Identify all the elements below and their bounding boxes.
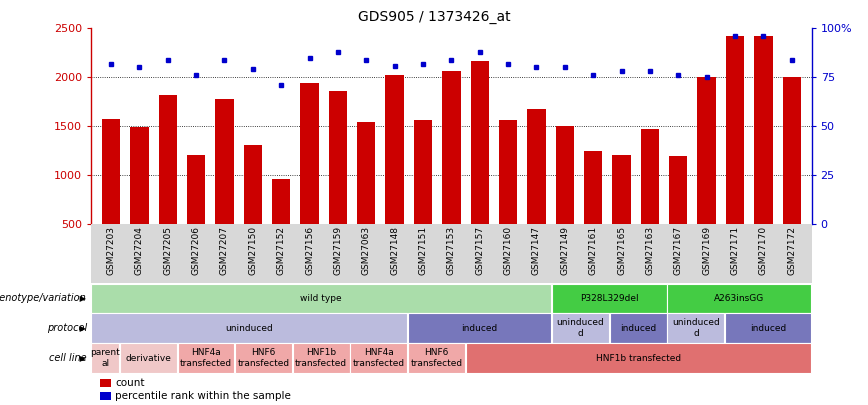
Text: count: count [115, 378, 145, 388]
Text: uninduced
d: uninduced d [556, 318, 604, 338]
Text: GSM27159: GSM27159 [333, 226, 342, 275]
Bar [442, 71, 461, 224]
Text: wild type: wild type [300, 294, 342, 303]
Text: induced: induced [750, 324, 786, 333]
Bar [329, 91, 347, 224]
Bar [754, 36, 773, 224]
Text: ▶: ▶ [76, 354, 86, 362]
Bar [130, 127, 148, 224]
Text: GSM27150: GSM27150 [248, 226, 257, 275]
Text: GSM27167: GSM27167 [674, 226, 683, 275]
Text: GSM27156: GSM27156 [305, 226, 314, 275]
Text: GSM27204: GSM27204 [135, 226, 144, 275]
Text: A263insGG: A263insGG [714, 294, 764, 303]
Text: GSM27157: GSM27157 [475, 226, 484, 275]
Text: protocol: protocol [47, 323, 87, 333]
Bar [159, 95, 177, 224]
Bar [669, 156, 687, 224]
Bar [697, 77, 716, 224]
Text: induced: induced [462, 324, 498, 333]
Text: GSM27063: GSM27063 [362, 226, 371, 275]
Text: HNF1b
transfected: HNF1b transfected [295, 348, 347, 368]
Bar [726, 36, 744, 224]
Bar [102, 119, 120, 224]
Text: GSM27152: GSM27152 [277, 226, 286, 275]
Text: GSM27169: GSM27169 [702, 226, 711, 275]
Bar [414, 120, 432, 224]
Bar [584, 151, 602, 224]
Bar [641, 129, 659, 224]
Text: GDS905 / 1373426_at: GDS905 / 1373426_at [358, 10, 510, 24]
Text: ▶: ▶ [76, 324, 86, 333]
Text: GSM27205: GSM27205 [163, 226, 172, 275]
Text: GSM27206: GSM27206 [192, 226, 201, 275]
Text: derivative: derivative [125, 354, 171, 362]
Text: HNF4a
transfected: HNF4a transfected [180, 348, 232, 368]
Bar [527, 109, 546, 224]
Text: GSM27171: GSM27171 [731, 226, 740, 275]
Text: GSM27160: GSM27160 [503, 226, 513, 275]
Text: uninduced: uninduced [226, 324, 273, 333]
Text: GSM27165: GSM27165 [617, 226, 626, 275]
Bar [357, 122, 376, 224]
Bar [783, 77, 801, 224]
Text: GSM27170: GSM27170 [759, 226, 768, 275]
Text: genotype/variation: genotype/variation [0, 293, 87, 303]
Text: GSM27153: GSM27153 [447, 226, 456, 275]
Text: GSM27203: GSM27203 [107, 226, 115, 275]
Text: GSM27151: GSM27151 [418, 226, 428, 275]
Bar [187, 155, 206, 224]
Text: HNF1b transfected: HNF1b transfected [595, 354, 681, 362]
Text: HNF4a
transfected: HNF4a transfected [352, 348, 405, 368]
Text: percentile rank within the sample: percentile rank within the sample [115, 391, 292, 401]
Text: induced: induced [620, 324, 656, 333]
Text: uninduced
d: uninduced d [672, 318, 720, 338]
Text: ▶: ▶ [76, 294, 86, 303]
Bar [470, 61, 489, 224]
Text: GSM27161: GSM27161 [589, 226, 598, 275]
Text: HNF6
transfected: HNF6 transfected [411, 348, 463, 368]
Bar [215, 99, 233, 224]
Text: HNF6
transfected: HNF6 transfected [238, 348, 290, 368]
Bar [272, 179, 291, 224]
Text: P328L329del: P328L329del [580, 294, 639, 303]
Bar [612, 156, 631, 224]
Text: GSM27207: GSM27207 [220, 226, 229, 275]
Text: GSM27172: GSM27172 [787, 226, 796, 275]
Text: GSM27148: GSM27148 [390, 226, 399, 275]
Text: cell line: cell line [49, 353, 87, 363]
Bar [385, 75, 404, 224]
Text: GSM27163: GSM27163 [646, 226, 654, 275]
Bar [499, 120, 517, 224]
Bar [244, 145, 262, 224]
Text: GSM27147: GSM27147 [532, 226, 541, 275]
Text: parent
al: parent al [90, 348, 120, 368]
Text: GSM27149: GSM27149 [561, 226, 569, 275]
Bar [556, 126, 574, 224]
Bar [300, 83, 319, 224]
